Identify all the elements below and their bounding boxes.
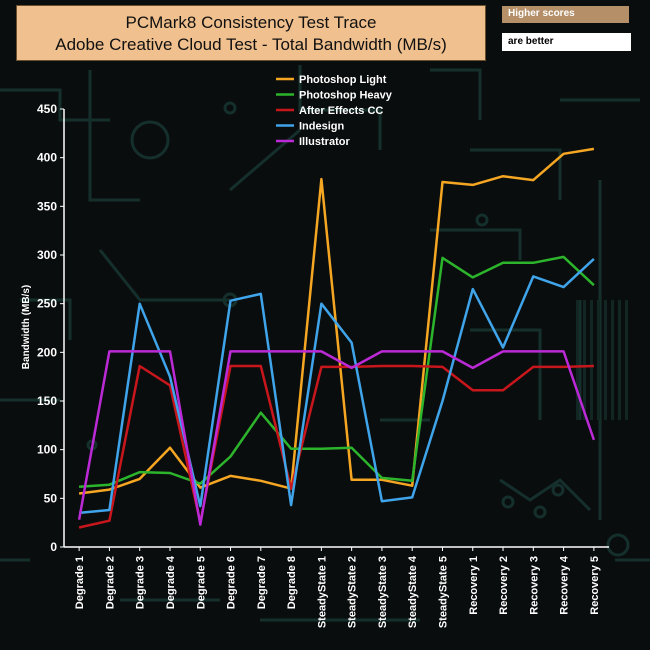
x-tick-label: Degrade 8 <box>286 556 298 609</box>
x-tick-label: SteadyState 1 <box>316 556 328 628</box>
circuit-trace <box>98 249 230 302</box>
x-axis-ticks: Degrade 1 Degrade 2 Degrade 3 Degrade 4 Degr… <box>74 547 601 628</box>
chart-title-line-1: PCMark8 Consistency Test Trace <box>125 13 377 32</box>
x-tick-label: Degrade 1 <box>74 556 86 609</box>
x-tick-label: Degrade 3 <box>135 556 147 609</box>
y-tick-label: 150 <box>37 394 57 408</box>
legend-label-photoshop-heavy: Photoshop Heavy <box>299 90 393 102</box>
title-box: PCMark8 Consistency Test Trace Adobe Cre… <box>16 5 486 61</box>
higher-scores-note: Higher scores <box>502 6 629 23</box>
x-tick-label: Degrade 5 <box>195 556 207 609</box>
series-line-photoshop-light <box>78 147 595 495</box>
circuit-pad <box>551 483 565 497</box>
circuit-trace <box>88 70 140 202</box>
circuit-trace <box>229 128 301 192</box>
chart-title-line-2: Adobe Creative Cloud Test - Total Bandwi… <box>55 35 447 54</box>
axes <box>63 109 609 548</box>
y-tick-label: 100 <box>37 443 57 457</box>
series-line-after-effects-cc <box>78 364 594 529</box>
legend-label-after-effects-cc: After Effects CC <box>299 105 383 117</box>
circuit-trace <box>430 228 522 260</box>
circuit-trace <box>430 68 482 120</box>
circuit-pad <box>606 533 630 557</box>
x-tick-label: SteadyState 2 <box>347 556 359 628</box>
circuit-pad <box>475 213 489 227</box>
y-axis-label: Bandwidth (MB/s) <box>21 285 32 369</box>
circuit-bar <box>583 300 586 420</box>
legend: Photoshop Light Photoshop Heavy After Eff… <box>276 74 393 148</box>
x-tick-label: Degrade 7 <box>256 556 268 609</box>
circuit-pad <box>130 120 170 160</box>
y-tick-label: 250 <box>37 297 57 311</box>
series-line-photoshop-heavy <box>79 255 595 488</box>
legend-label-illustrator: Illustrator <box>299 136 350 148</box>
circuit-trace <box>20 298 72 340</box>
y-tick-label: 300 <box>37 248 57 262</box>
series-line-illustrator <box>77 350 596 526</box>
circuit-bar <box>618 300 621 420</box>
x-tick-label: Recovery 3 <box>528 556 540 615</box>
y-tick-label: 0 <box>50 540 57 554</box>
y-tick-label: 350 <box>37 199 57 213</box>
circuit-bar <box>576 300 579 420</box>
y-tick-label: 200 <box>37 345 57 359</box>
y-tick-label: 450 <box>37 102 57 116</box>
x-tick-label: Recovery 5 <box>589 556 601 615</box>
x-tick-label: SteadyState 3 <box>377 556 389 628</box>
circuit-bar <box>611 300 614 420</box>
y-tick-label: 50 <box>44 491 58 505</box>
x-tick-label: Recovery 1 <box>468 556 480 615</box>
x-tick-label: Degrade 6 <box>226 556 238 609</box>
circuit-bar <box>597 300 600 420</box>
x-tick-label: Recovery 4 <box>559 555 571 615</box>
circuit-bar <box>590 300 593 420</box>
circuit-trace <box>0 88 110 122</box>
y-axis-ticks: 0 50 100 150 200 250 300 350 400 450 <box>37 102 64 554</box>
circuit-trace <box>298 65 382 150</box>
better-note: are better <box>502 33 631 51</box>
circuit-pad <box>501 495 515 509</box>
circuit-trace <box>470 148 562 200</box>
circuit-pad <box>533 505 547 519</box>
circuit-bar <box>604 300 607 420</box>
y-tick-label: 400 <box>37 151 57 165</box>
legend-label-photoshop-light: Photoshop Light <box>299 74 387 86</box>
legend-label-indesign: Indesign <box>299 121 345 133</box>
circuit-background <box>0 65 650 622</box>
circuit-bar <box>625 300 628 420</box>
circuit-trace <box>499 478 592 512</box>
x-tick-label: SteadyState 4 <box>407 555 419 628</box>
x-tick-label: Degrade 4 <box>165 555 177 609</box>
x-tick-label: Recovery 2 <box>498 556 510 615</box>
x-tick-label: Degrade 2 <box>104 556 116 609</box>
series-line-indesign <box>78 257 595 515</box>
x-tick-label: SteadyState 5 <box>437 556 449 628</box>
circuit-pad <box>223 101 237 115</box>
series-lines <box>77 147 596 529</box>
